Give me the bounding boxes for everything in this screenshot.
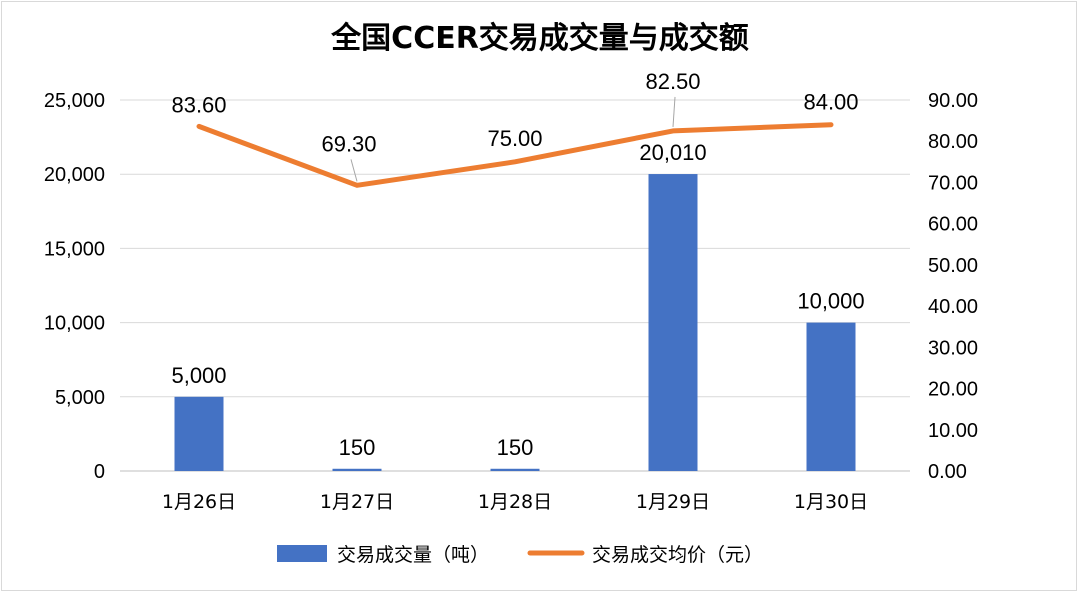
left-tick-label: 20,000	[44, 164, 105, 186]
bar-data-label: 150	[339, 435, 376, 460]
category-label: 1月26日	[162, 491, 236, 513]
bar	[333, 469, 382, 471]
bar	[807, 323, 856, 471]
right-tick-label: 60.00	[928, 214, 978, 236]
right-axis: 0.00 10.00 20.00 30.00 40.00 50.00 60.00 70.00 8…	[928, 90, 978, 483]
category-label: 1月28日	[478, 491, 552, 513]
right-tick-label: 10.00	[928, 420, 978, 442]
legend-bar-swatch	[277, 545, 327, 562]
leader-line	[673, 97, 675, 127]
left-tick-label: 15,000	[44, 238, 105, 260]
chart-title: 全国CCER交易成交量与成交额	[330, 21, 749, 56]
right-tick-label: 50.00	[928, 255, 978, 277]
right-tick-label: 70.00	[928, 172, 978, 194]
bar-data-label: 5,000	[171, 363, 226, 388]
legend: 交易成交量（吨） 交易成交均价（元）	[277, 544, 763, 566]
line-data-label: 69.30	[321, 131, 376, 156]
line-data-label: 82.50	[645, 69, 700, 94]
bar	[649, 174, 698, 471]
line-data-label: 84.00	[803, 90, 858, 115]
gridlines	[120, 100, 910, 471]
right-tick-label: 20.00	[928, 379, 978, 401]
left-tick-label: 10,000	[44, 313, 105, 335]
bar-data-label: 10,000	[797, 289, 864, 314]
line-data-labels: 83.60 69.30 75.00 82.50 84.00	[171, 69, 858, 156]
bar-data-label: 150	[497, 435, 534, 460]
category-axis: 1月26日 1月27日 1月28日 1月29日 1月30日	[162, 491, 868, 513]
right-tick-label: 80.00	[928, 131, 978, 153]
right-tick-label: 40.00	[928, 296, 978, 318]
leader-line	[351, 159, 357, 181]
bar-data-label: 20,010	[639, 140, 706, 165]
right-tick-label: 90.00	[928, 90, 978, 112]
right-tick-label: 0.00	[928, 461, 967, 483]
legend-line-label: 交易成交均价（元）	[592, 544, 763, 566]
left-tick-label: 5,000	[55, 387, 105, 409]
line-data-label: 75.00	[487, 126, 542, 151]
bar	[175, 397, 224, 471]
bar-data-labels: 5,000 150 150 20,010 10,000	[171, 140, 864, 460]
legend-bar-label: 交易成交量（吨）	[337, 544, 489, 566]
bar	[491, 469, 540, 471]
left-tick-label: 0	[94, 461, 105, 483]
left-tick-label: 25,000	[44, 90, 105, 112]
right-tick-label: 30.00	[928, 337, 978, 359]
category-label: 1月27日	[320, 491, 394, 513]
category-label: 1月30日	[794, 491, 868, 513]
category-label: 1月29日	[636, 491, 710, 513]
line-data-label: 83.60	[171, 92, 226, 117]
left-axis: 0 5,000 10,000 15,000 20,000 25,000	[44, 90, 105, 483]
